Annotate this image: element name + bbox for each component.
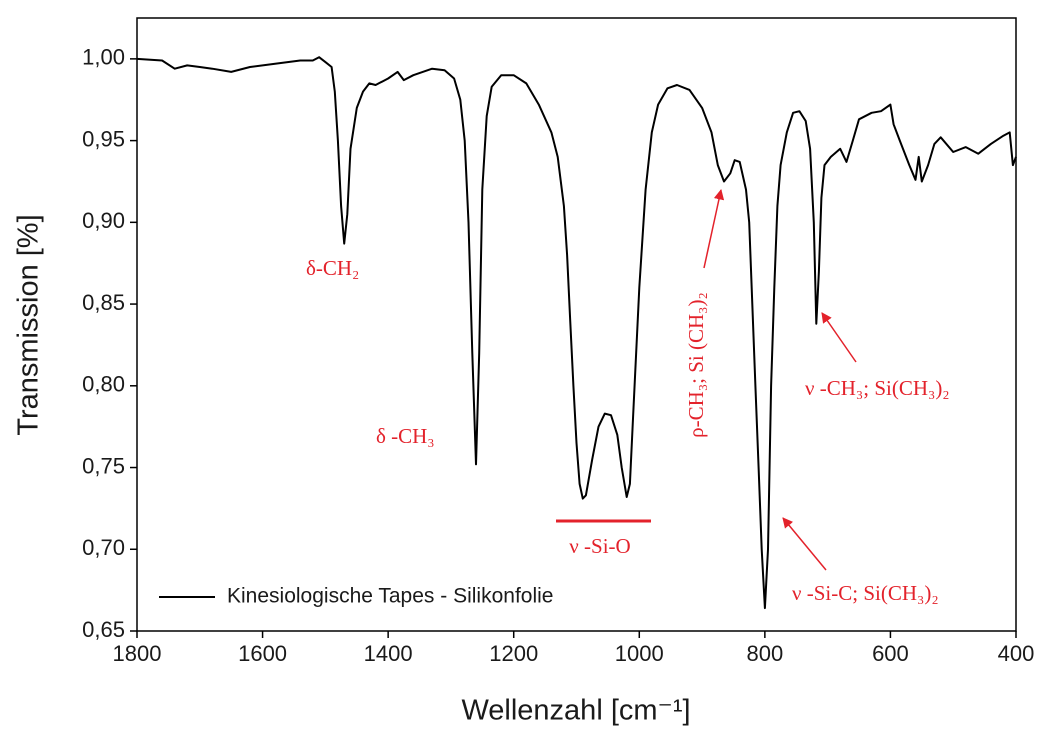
annotation: ρ-CH₃; Si (CH₃)₂	[684, 292, 708, 438]
x-tick-label: 1800	[113, 641, 162, 666]
y-tick-label: 0,75	[82, 453, 125, 478]
annotation: ν -Si-C; Si(CH₃)₂	[792, 581, 939, 605]
x-axis-title: Wellenzahl [cm⁻¹]	[461, 695, 690, 727]
x-tick-label: 800	[746, 641, 783, 666]
x-tick-label: 1600	[238, 641, 287, 666]
annotation: δ-CH₂	[306, 256, 359, 280]
annotation-arrow	[703, 188, 725, 269]
y-tick-label: 0,85	[82, 290, 125, 315]
x-tick-label: 600	[872, 641, 909, 666]
x-tick-label: 1400	[364, 641, 413, 666]
spectrum-line	[136, 56, 1017, 610]
legend-label: Kinesiologische Tapes - Silikonfolie	[227, 585, 553, 608]
annotation: ν -CH₃; Si(CH₃)₂	[805, 376, 950, 400]
plot-frame	[136, 17, 1017, 632]
y-tick-label: 0,80	[82, 372, 125, 397]
annotation-arrow	[821, 312, 857, 363]
annotation-arrow	[782, 517, 827, 571]
annotation: ν -Si-O	[569, 534, 630, 558]
y-tick-label: 0,65	[82, 617, 125, 642]
annotation: δ -CH₃	[376, 424, 435, 448]
y-tick-label: 0,95	[82, 126, 125, 151]
x-tick-label: 400	[998, 641, 1035, 666]
y-tick-label: 0,90	[82, 208, 125, 233]
x-tick-label: 1200	[489, 641, 538, 666]
y-axis-title: Transmission [%]	[13, 214, 45, 435]
y-tick-label: 1,00	[82, 45, 125, 70]
y-tick-label: 0,70	[82, 535, 125, 560]
x-tick-label: 1000	[615, 641, 664, 666]
